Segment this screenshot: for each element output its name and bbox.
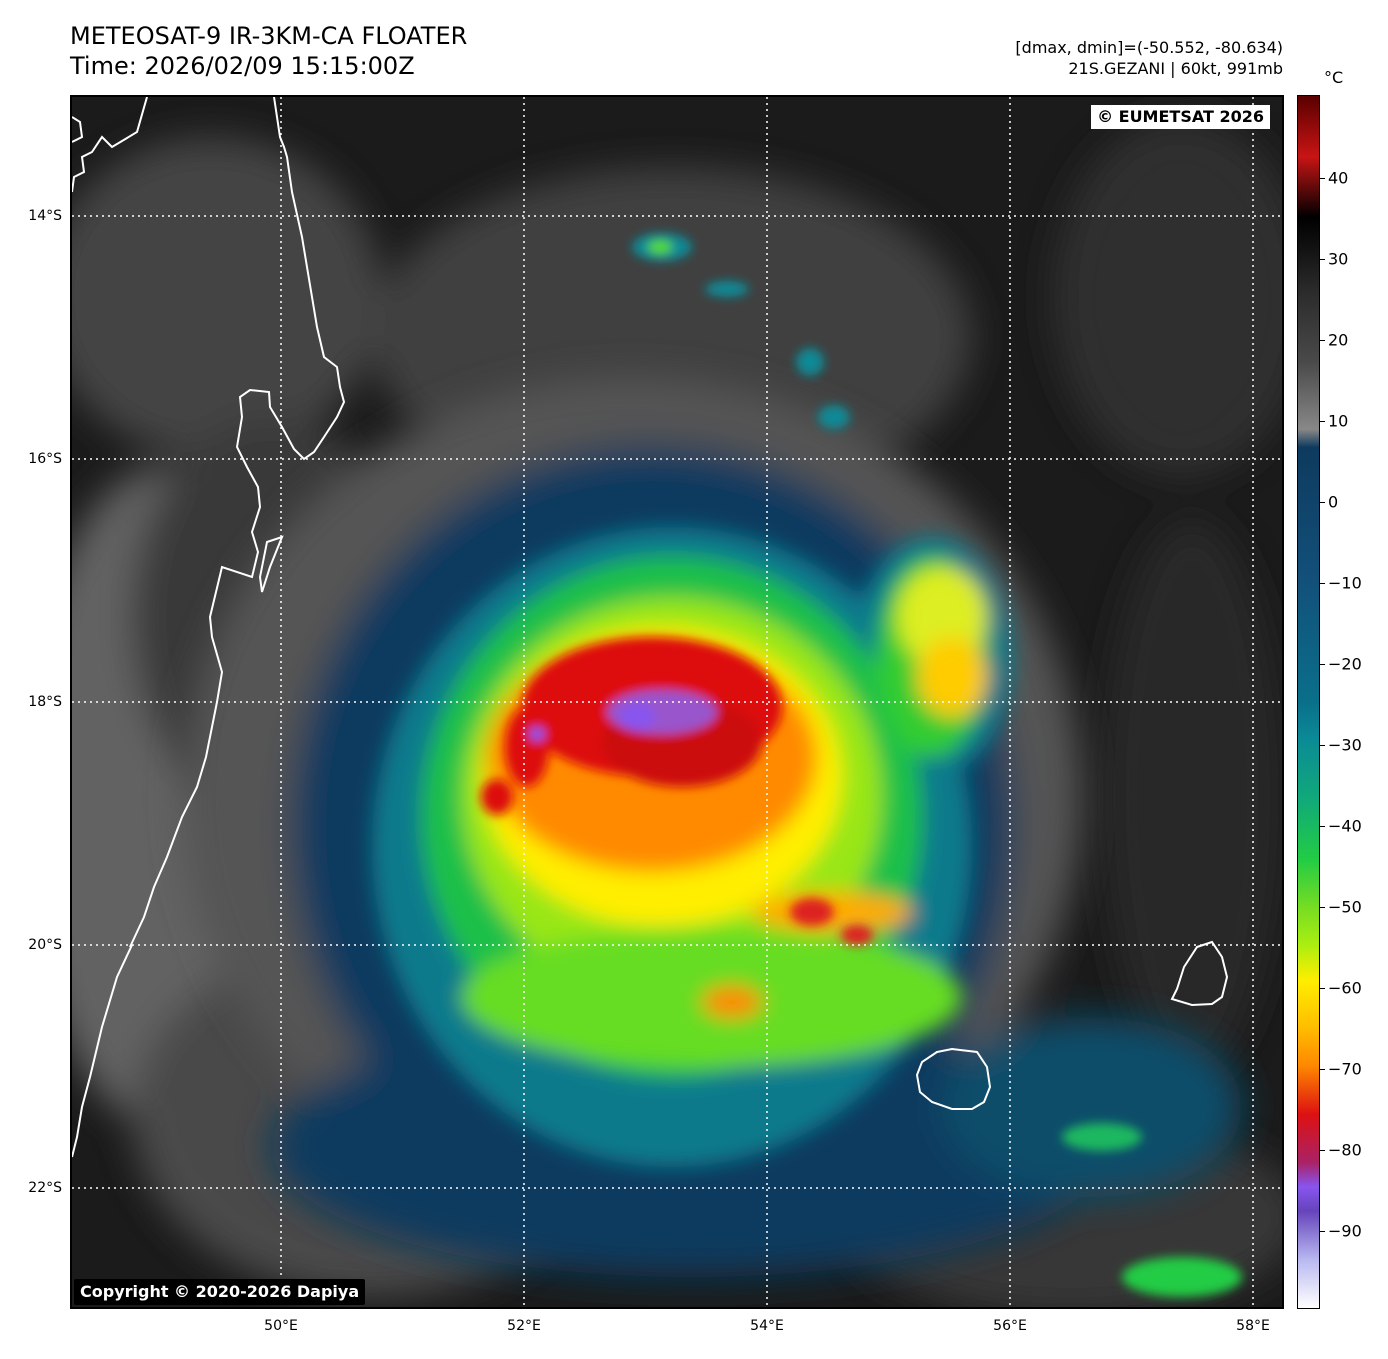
colorbar-tick-label: −20 bbox=[1328, 654, 1362, 674]
lon-label-52e: 52°E bbox=[507, 1318, 541, 1334]
lat-label-20s: 20°S bbox=[28, 937, 62, 953]
lat-label-16s: 16°S bbox=[28, 451, 62, 467]
temperature-colorbar bbox=[1297, 95, 1320, 1309]
colorbar-tick-label: 0 bbox=[1328, 492, 1339, 512]
lat-label-18s: 18°S bbox=[28, 694, 62, 710]
graticule bbox=[72, 97, 1282, 1307]
colorbar-tick-mark bbox=[1320, 1069, 1325, 1070]
colorbar-tick-label: −90 bbox=[1328, 1221, 1362, 1241]
colorbar-tick-mark bbox=[1320, 826, 1325, 827]
colorbar-tick-label: −70 bbox=[1328, 1059, 1362, 1079]
coastline bbox=[72, 97, 1229, 1158]
colorbar-tick-mark bbox=[1320, 988, 1325, 989]
colorbar-tick-label: −40 bbox=[1328, 816, 1362, 836]
lon-label-58e: 58°E bbox=[1236, 1318, 1270, 1334]
colorbar-tick-label: −30 bbox=[1328, 735, 1362, 755]
satellite-map: © EUMETSAT 2026 Copyright © 2020-2026 Da… bbox=[70, 95, 1284, 1309]
colorbar-tick-mark bbox=[1320, 745, 1325, 746]
colorbar-unit: °C bbox=[1324, 68, 1344, 87]
lat-label-22s: 22°S bbox=[28, 1180, 62, 1196]
colorbar-tick-label: −50 bbox=[1328, 897, 1362, 917]
colorbar-tick-label: 40 bbox=[1328, 168, 1349, 188]
colorbar-tick-label: −80 bbox=[1328, 1140, 1362, 1160]
colorbar-tick-mark bbox=[1320, 907, 1325, 908]
colorbar-tick-label: 20 bbox=[1328, 330, 1349, 350]
colorbar-tick-mark bbox=[1320, 340, 1325, 341]
colorbar-tick-mark bbox=[1320, 421, 1325, 422]
colorbar-tick-mark bbox=[1320, 1231, 1325, 1232]
colorbar-tick-label: 30 bbox=[1328, 249, 1349, 269]
lon-label-56e: 56°E bbox=[993, 1318, 1027, 1334]
lon-label-50e: 50°E bbox=[264, 1318, 298, 1334]
colorbar-tick-mark bbox=[1320, 1150, 1325, 1151]
colorbar-tick-label: 10 bbox=[1328, 411, 1349, 431]
colorbar-tick-mark bbox=[1320, 664, 1325, 665]
timestamp-title: Time: 2026/02/09 15:15:00Z bbox=[70, 52, 415, 80]
colorbar-tick-label: −60 bbox=[1328, 978, 1362, 998]
colorbar-tick-mark bbox=[1320, 583, 1325, 584]
eumetsat-credit: © EUMETSAT 2026 bbox=[1091, 105, 1270, 129]
ir-imagery bbox=[72, 97, 1282, 1307]
copyright-credit: Copyright © 2020-2026 Dapiya bbox=[74, 1279, 366, 1305]
lon-label-54e: 54°E bbox=[750, 1318, 784, 1334]
colorbar-tick-mark bbox=[1320, 178, 1325, 179]
storm-info: 21S.GEZANI | 60kt, 991mb bbox=[1068, 59, 1283, 78]
colorbar-tick-mark bbox=[1320, 259, 1325, 260]
dmax-dmin-stats: [dmax, dmin]=(-50.552, -80.634) bbox=[1015, 38, 1283, 57]
colorbar-tick-mark bbox=[1320, 502, 1325, 503]
lat-label-14s: 14°S bbox=[28, 208, 62, 224]
colorbar-tick-label: −10 bbox=[1328, 573, 1362, 593]
chart-title: METEOSAT-9 IR-3KM-CA FLOATER bbox=[70, 22, 468, 50]
